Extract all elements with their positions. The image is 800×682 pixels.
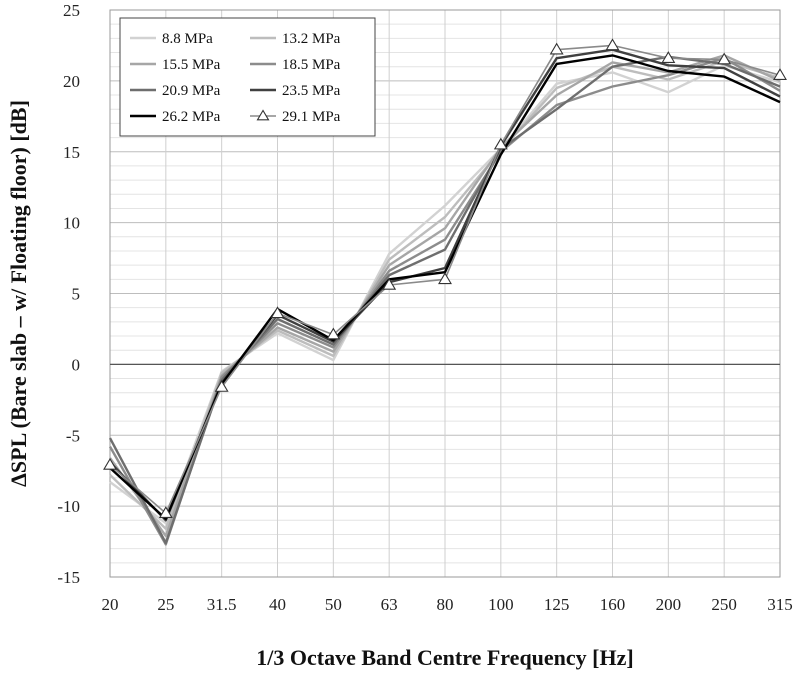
x-tick-label: 40 [269, 595, 286, 614]
legend-item: 15.5 MPa [130, 57, 221, 73]
data-point-triangle [382, 277, 397, 290]
data-point-triangle [103, 457, 117, 470]
data-point-triangle [438, 272, 452, 285]
y-tick-label: 5 [72, 285, 81, 304]
data-point-triangle [717, 52, 732, 65]
legend: 8.8 MPa 13.2 MPa 15.5 MPa 18.5 MPa 20.9 MPa 2… [119, 17, 376, 137]
legend-triangle-marker [256, 109, 270, 121]
legend-label: 18.5 MPa [282, 57, 341, 73]
y-axis-title: ΔSPL (Bare slab – w/ Floating floor) [dB… [6, 100, 31, 487]
legend-label: 20.9 MPa [162, 83, 221, 99]
legend-item: 13.2 MPa [250, 31, 341, 47]
x-tick-labels: 20 25 31.5 40 50 63 80 100 125 160 200 250 315 [102, 595, 793, 614]
x-tick-label: 315 [767, 595, 793, 614]
series-7 [103, 38, 787, 518]
data-point-triangle [605, 38, 620, 51]
legend-item: 18.5 MPa [250, 57, 341, 73]
y-tick-label: -5 [66, 426, 80, 445]
x-tick-label: 80 [437, 595, 454, 614]
legend-label: 8.8 MPa [162, 31, 213, 47]
x-tick-label: 160 [600, 595, 626, 614]
x-tick-label: 63 [381, 595, 398, 614]
data-point-triangle [214, 379, 229, 392]
y-tick-label: -15 [57, 568, 80, 587]
data-point-triangle [270, 306, 285, 319]
y-tick-label: 15 [63, 143, 80, 162]
series-1 [109, 59, 781, 530]
y-tick-label: -10 [57, 497, 80, 516]
y-tick-label: 25 [63, 1, 80, 20]
legend-label: 15.5 MPa [162, 57, 221, 73]
legend-item: 26.2 MPa [130, 109, 221, 125]
legend-label: 23.5 MPa [282, 83, 341, 99]
y-tick-label: 20 [63, 72, 80, 91]
plot-frame [109, 9, 781, 578]
data-point-triangle [549, 42, 564, 55]
series-line [109, 59, 781, 530]
x-tick-label: 125 [544, 595, 570, 614]
x-tick-label: 200 [656, 595, 682, 614]
data-point-triangle [661, 51, 676, 63]
x-tick-label: 250 [711, 595, 737, 614]
data-point-triangle [158, 506, 173, 518]
series-3 [108, 57, 781, 546]
data-point-triangle [326, 327, 341, 340]
legend-label: 29.1 MPa [282, 109, 341, 125]
x-tick-label: 50 [325, 595, 342, 614]
x-tick-label: 100 [488, 595, 514, 614]
data-point-triangle [493, 137, 508, 150]
data-point-triangle [773, 68, 787, 80]
legend-label: 13.2 MPa [282, 31, 341, 47]
legend-item: 20.9 MPa [130, 83, 221, 99]
y-tick-labels: -15 -10 -5 0 5 10 15 20 25 [57, 1, 80, 587]
series-line [108, 57, 781, 546]
x-tick-label: 25 [157, 595, 174, 614]
y-tick-label: 10 [63, 214, 80, 233]
y-tick-label: 0 [72, 355, 81, 374]
legend-item: 29.1 MPa [250, 109, 341, 125]
legend-items: 8.8 MPa 13.2 MPa 15.5 MPa 18.5 MPa 20.9 MPa 2… [130, 31, 341, 125]
x-axis-title: 1/3 Octave Band Centre Frequency [Hz] [256, 645, 633, 670]
legend-item: 8.8 MPa [130, 31, 213, 47]
legend-box [119, 17, 376, 137]
legend-label: 26.2 MPa [162, 109, 221, 125]
x-tick-label: 31.5 [207, 595, 237, 614]
series-layer [103, 38, 787, 546]
legend-item: 23.5 MPa [250, 83, 341, 99]
x-tick-label: 20 [102, 595, 119, 614]
